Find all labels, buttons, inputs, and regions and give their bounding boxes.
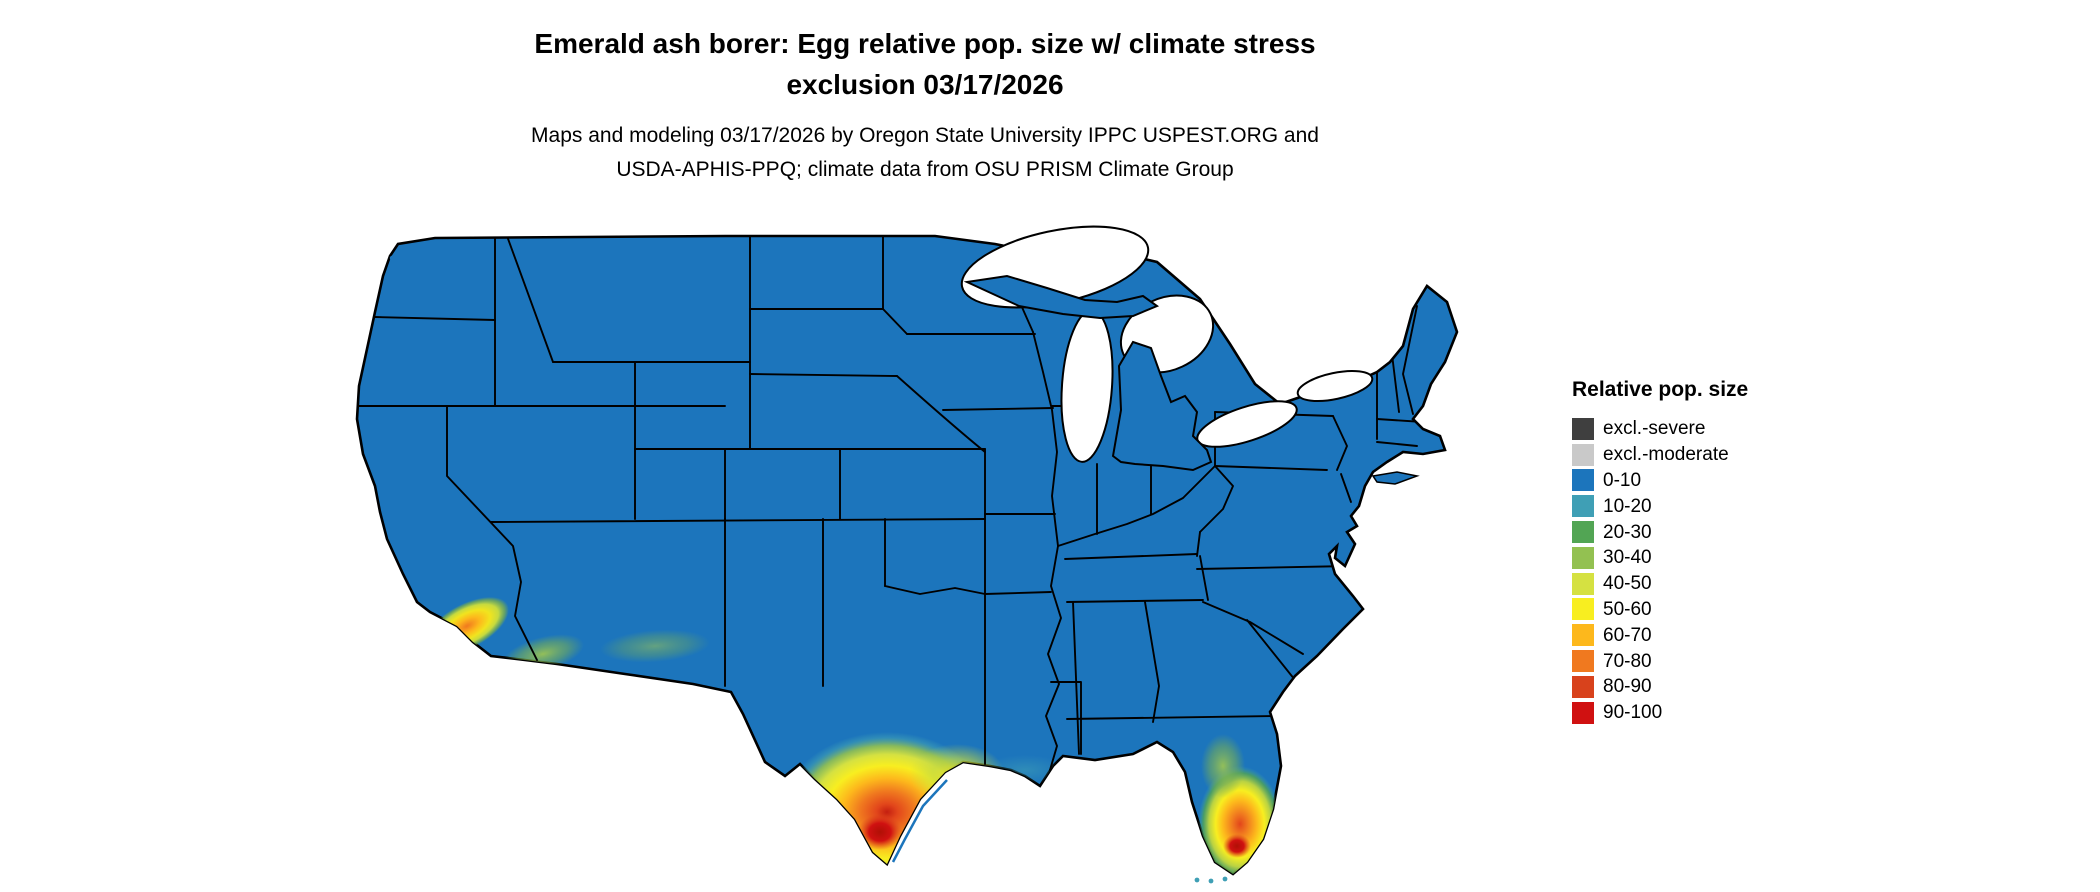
legend-item: 80-90 — [1572, 674, 1812, 700]
legend-swatch-40-50 — [1572, 572, 1594, 595]
hotspot-south-texas-core — [858, 814, 902, 850]
page-title: Emerald ash borer: Egg relative pop. siz… — [0, 24, 1850, 105]
title-line-1: Emerald ash borer: Egg relative pop. siz… — [534, 28, 1316, 59]
legend-swatch-30-40 — [1572, 546, 1594, 569]
title-line-2: exclusion 03/17/2026 — [786, 68, 1064, 100]
subtitle-line-2: USDA-APHIS-PPQ; climate data from OSU PR… — [616, 157, 1234, 181]
legend-label: 80-90 — [1603, 676, 1652, 698]
legend: Relative pop. size excl.-severe excl.-mo… — [1572, 378, 1812, 726]
legend-label: excl.-moderate — [1603, 444, 1729, 466]
legend-swatch-10-20 — [1572, 495, 1594, 518]
legend-label: 60-70 — [1603, 624, 1652, 646]
long-island — [1371, 471, 1420, 485]
legend-item: 90-100 — [1572, 700, 1812, 726]
legend-swatch-excl-moderate — [1572, 443, 1594, 466]
legend-item: 30-40 — [1572, 545, 1812, 571]
legend-item: 50-60 — [1572, 597, 1812, 623]
legend-swatch-0-10 — [1572, 469, 1594, 492]
legend-swatch-excl-severe — [1572, 417, 1594, 440]
legend-item: 0-10 — [1572, 468, 1812, 494]
legend-item: 20-30 — [1572, 519, 1812, 545]
page-subtitle: Maps and modeling 03/17/2026 by Oregon S… — [0, 119, 1850, 186]
us-map — [295, 212, 1555, 884]
hotspot-south-arizona — [600, 629, 710, 663]
hotspot-central-florida — [1201, 734, 1245, 798]
hotspot-louisiana-coast — [983, 755, 1067, 785]
florida-keys — [1194, 876, 1228, 884]
legend-label: 50-60 — [1603, 598, 1652, 620]
us-map-svg — [355, 225, 1459, 884]
legend-swatch-80-90 — [1572, 675, 1594, 698]
legend-label: 90-100 — [1603, 702, 1663, 724]
legend-item: excl.-severe — [1572, 416, 1812, 442]
legend-label: 30-40 — [1603, 547, 1652, 569]
hotspot-texas-coast — [909, 744, 1005, 804]
legend-label: 20-30 — [1603, 521, 1652, 543]
legend-swatch-70-80 — [1572, 650, 1594, 673]
legend-swatch-60-70 — [1572, 624, 1594, 647]
legend-item: 60-70 — [1572, 622, 1812, 648]
legend-swatch-50-60 — [1572, 598, 1594, 621]
legend-swatch-20-30 — [1572, 521, 1594, 544]
legend-label: 10-20 — [1603, 495, 1652, 517]
legend-label: 40-50 — [1603, 573, 1652, 595]
lake-ontario — [1296, 370, 1374, 402]
state-borders — [358, 236, 1424, 771]
texas-barrier-islands — [891, 779, 948, 863]
hotspot-south-florida-core — [1223, 834, 1251, 858]
legend-item: 40-50 — [1572, 571, 1812, 597]
legend-label: excl.-severe — [1603, 418, 1706, 440]
legend-label: 0-10 — [1603, 469, 1642, 491]
legend-label: 70-80 — [1603, 650, 1652, 672]
header: Emerald ash borer: Egg relative pop. siz… — [0, 24, 1850, 186]
legend-item: excl.-moderate — [1572, 442, 1812, 468]
legend-item: 10-20 — [1572, 493, 1812, 519]
subtitle-line-1: Maps and modeling 03/17/2026 by Oregon S… — [531, 124, 1319, 148]
michigan-lower-peninsula — [1111, 340, 1213, 472]
michigan-upper-peninsula — [963, 274, 1160, 320]
puget-sound-islands — [389, 248, 401, 261]
legend-item: 70-80 — [1572, 648, 1812, 674]
legend-title: Relative pop. size — [1572, 378, 1749, 401]
legend-swatch-90-100 — [1572, 701, 1594, 724]
